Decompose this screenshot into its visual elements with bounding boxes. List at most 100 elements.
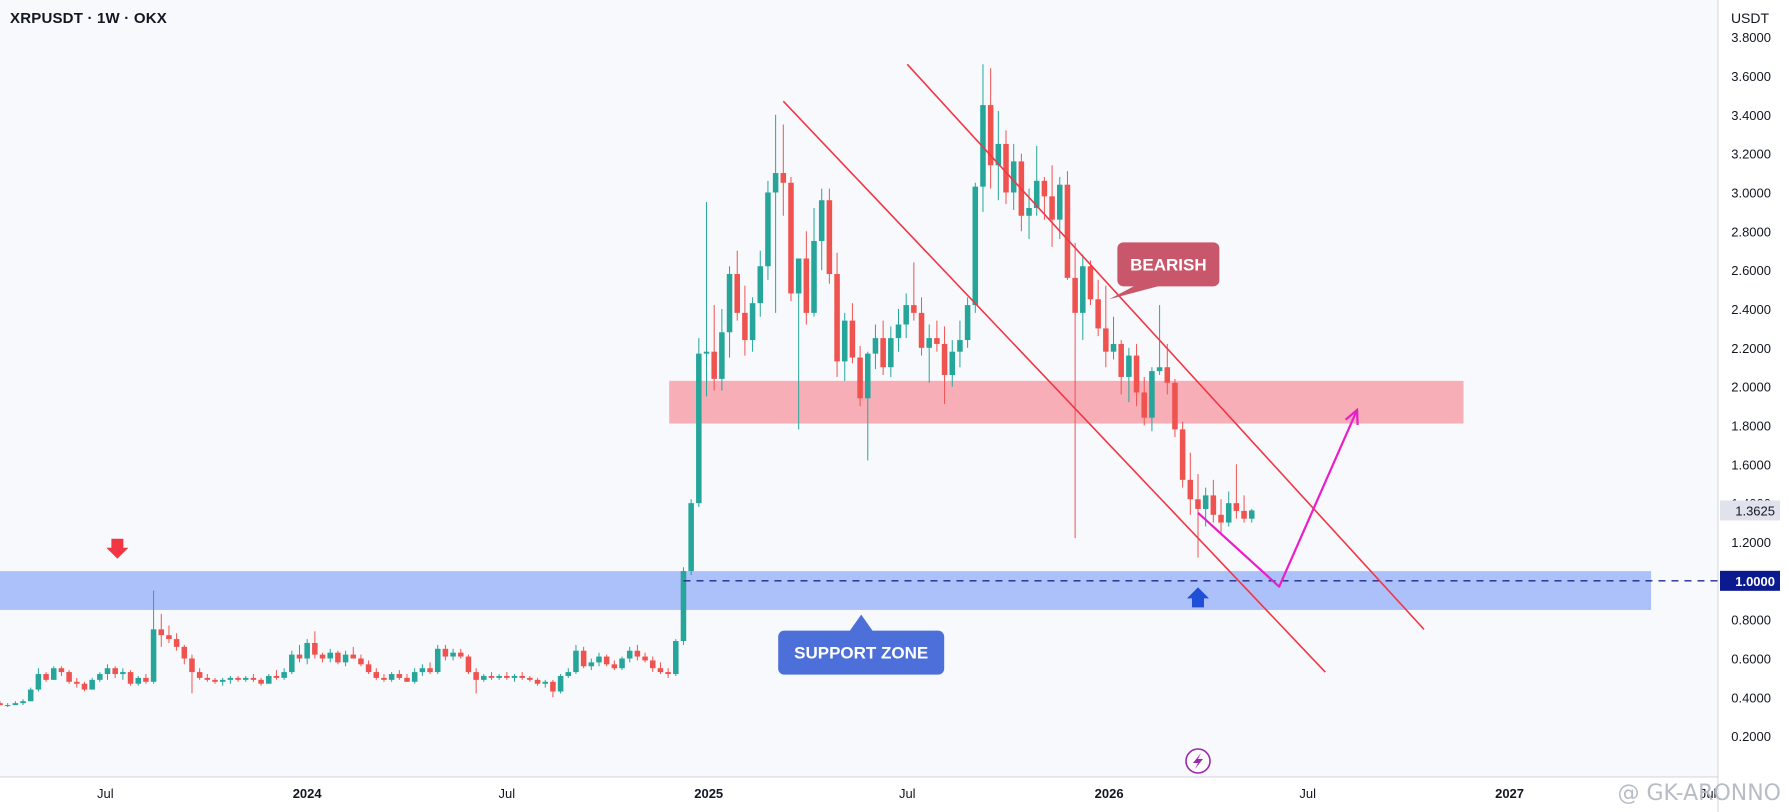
current-price-label: 1.3625: [1735, 503, 1775, 518]
candle-body: [1126, 355, 1132, 377]
candle-body: [434, 648, 441, 673]
channel-trendline[interactable]: [782, 100, 1326, 673]
candle-body: [1049, 196, 1055, 220]
candle-body: [1110, 343, 1117, 352]
candle-body: [143, 677, 149, 682]
candle-body: [857, 357, 863, 399]
candle-body: [834, 274, 840, 362]
candle-body: [957, 340, 963, 352]
candle-body: [381, 677, 387, 680]
candle-body: [74, 681, 80, 684]
annotation-labels: BEARISH SUPPORT ZONE: [778, 242, 1220, 774]
candle-body: [235, 677, 241, 680]
candle-body: [1218, 514, 1224, 523]
candle-body: [880, 338, 886, 368]
candle-body: [89, 679, 95, 690]
candle-body: [1225, 503, 1232, 523]
candle-body: [181, 646, 188, 659]
candle-body: [573, 650, 579, 673]
price-tick-label: 2.2000: [1731, 341, 1771, 356]
candle-body: [404, 677, 410, 682]
price-tick-label: 2.0000: [1731, 380, 1771, 395]
price-tick-label: 2.4000: [1731, 302, 1771, 317]
time-tick-label: Jul: [97, 786, 114, 801]
candle-body: [27, 689, 34, 702]
support-zone-box[interactable]: [0, 571, 1652, 610]
candle-body: [196, 672, 203, 678]
channel-trendline[interactable]: [906, 63, 1425, 630]
candle-body: [365, 664, 372, 673]
candle-body: [918, 312, 925, 348]
bearish-callout-box[interactable]: [1117, 242, 1220, 287]
candle-body: [872, 338, 879, 354]
candle-body: [1026, 208, 1032, 216]
candle-body: [1202, 495, 1209, 509]
symbol-title[interactable]: XRPUSDT · 1W · OKX: [10, 10, 167, 27]
support-callout-box[interactable]: [778, 630, 945, 675]
candle-body: [1056, 184, 1063, 220]
candle-body: [557, 675, 564, 692]
drawings-layer: [106, 63, 1718, 673]
candle-body: [289, 654, 295, 673]
candle-body: [941, 343, 948, 375]
candle-body: [496, 675, 502, 678]
candle-body: [1187, 479, 1194, 500]
candle-body: [726, 274, 733, 333]
time-tick-label: Jul: [1299, 786, 1316, 801]
arrow-down-icon: [106, 538, 129, 559]
candle-body: [1003, 143, 1009, 193]
candle-body: [626, 650, 633, 659]
price-tick-label: 0.8000: [1731, 613, 1771, 628]
time-tick-label: Jul: [899, 786, 916, 801]
candle-body: [373, 672, 380, 678]
candle-body: [442, 648, 449, 657]
candle-body: [550, 681, 556, 692]
current-price-badge[interactable]: [1720, 500, 1780, 521]
candle-body: [757, 266, 764, 304]
candle-body: [396, 674, 403, 678]
candle-body: [818, 200, 825, 242]
candle-body: [1118, 343, 1124, 377]
bearish-callout-label: BEARISH: [1130, 255, 1207, 274]
candle-body: [304, 642, 310, 659]
candle-body: [427, 668, 433, 673]
candle-body: [350, 654, 357, 659]
candle-body: [1156, 367, 1163, 372]
projection-path[interactable]: [1197, 409, 1359, 588]
candle-body: [312, 642, 318, 655]
candle-body: [0, 703, 3, 706]
candle-body: [811, 241, 817, 313]
price-axis[interactable]: 0.20000.40000.60000.80001.00001.20001.40…: [1717, 0, 1780, 812]
candle-body: [481, 675, 487, 680]
candle-body: [642, 656, 648, 661]
key-level-badge[interactable]: [1720, 570, 1780, 591]
candle-body: [150, 629, 157, 682]
candle-body: [534, 679, 541, 684]
arrow-up-icon: [1186, 587, 1209, 608]
candle-body: [189, 658, 195, 673]
candle-body: [803, 258, 810, 313]
price-tick-label: 2.8000: [1731, 224, 1771, 239]
candle-body: [665, 672, 671, 675]
candle-body: [711, 351, 717, 379]
time-axis[interactable]: Jul 2024 Jul 2025 Jul 2026 Jul 2027 Jul: [0, 776, 1718, 801]
candle-body: [696, 353, 702, 504]
candle-body: [1064, 184, 1071, 278]
lightning-bolt-icon: [1192, 753, 1203, 769]
candle-body: [227, 677, 234, 680]
candle-body: [158, 629, 165, 636]
candle-body: [826, 200, 833, 275]
time-tick-label: Jul: [499, 786, 516, 801]
candle-body: [565, 672, 572, 676]
candle-body: [43, 674, 49, 680]
resistance-zone-box[interactable]: [669, 380, 1464, 424]
candle-body: [903, 305, 909, 325]
candle-body: [104, 668, 111, 675]
candle-body: [296, 654, 303, 659]
candle-body: [250, 677, 257, 680]
candle-body: [519, 675, 525, 678]
candle-body: [511, 675, 518, 678]
price-tick-label: 0.2000: [1731, 729, 1771, 744]
candle-body: [841, 320, 848, 362]
